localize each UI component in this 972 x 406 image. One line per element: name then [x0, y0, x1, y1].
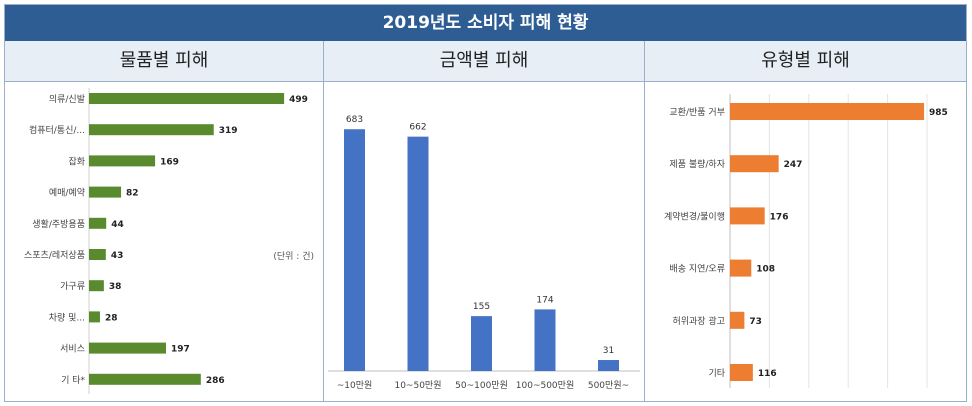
- category-label: 500만원~: [588, 380, 629, 391]
- value-label: 43: [111, 251, 124, 261]
- value-label: 169: [160, 157, 179, 167]
- report-title: 2019년도 소비자 피해 현황: [5, 5, 966, 41]
- bar: [89, 186, 122, 198]
- category-label: 계약변경/불이행: [664, 210, 725, 222]
- category-label: 서비스: [60, 344, 85, 355]
- value-label: 108: [756, 265, 775, 275]
- value-label: 319: [219, 126, 238, 136]
- category-label: 교환/반품 거부: [669, 106, 725, 118]
- category-label: 생활/주방용품: [32, 218, 85, 230]
- value-label: 499: [289, 95, 308, 105]
- column-divider: [323, 41, 324, 401]
- bar: [730, 311, 745, 329]
- bar: [471, 316, 492, 371]
- bar: [730, 103, 925, 120]
- bar: [730, 364, 753, 381]
- unit-note: (단위 : 건): [273, 251, 314, 262]
- bar: [89, 280, 104, 292]
- category-label: 10~50만원: [394, 380, 441, 391]
- value-label: 44: [111, 220, 124, 230]
- category-label: 차량 및...: [49, 311, 85, 323]
- report-frame: 2019년도 소비자 피해 현황 물품별 피해 금액별 피해 유형별 피해 의류…: [4, 4, 967, 402]
- amount-chart-panel: 683 ~10만원 662 10~50만원 155 50~100만원 174 100~500만…: [324, 82, 644, 400]
- value-label: 197: [171, 345, 190, 355]
- bar: [730, 259, 752, 277]
- header-by-type: 유형별 피해: [761, 50, 850, 71]
- bar: [344, 129, 365, 371]
- amount-damage-chart: 683 ~10만원 662 10~50만원 155 50~100만원 174 100~500만…: [328, 115, 640, 391]
- value-label: 155: [473, 302, 490, 312]
- category-label: 배송 지연/오류: [669, 264, 725, 275]
- value-label: 985: [929, 108, 948, 118]
- header-by-product: 물품별 피해: [119, 50, 209, 71]
- value-label: 73: [749, 317, 762, 327]
- value-label: 683: [346, 115, 363, 125]
- bar: [89, 249, 106, 260]
- header-row: 물품별 피해 금액별 피해 유형별 피해: [5, 41, 966, 82]
- bar: [89, 342, 167, 354]
- bar: [89, 311, 100, 323]
- bar: [89, 217, 107, 229]
- bar: [89, 93, 285, 104]
- header-by-amount: 금액별 피해: [439, 50, 529, 71]
- value-label: 31: [603, 346, 614, 356]
- category-label: 가구류: [60, 281, 85, 292]
- category-label: 예매/예약: [49, 187, 85, 199]
- type-chart-panel: 교환/반품 거부 985 제품 불량/하자 247 계약변경/불이행 176 배송 지연/오…: [645, 82, 966, 400]
- value-label: 82: [126, 189, 139, 199]
- category-label: 50~100만원: [455, 380, 508, 391]
- category-label: 컴퓨터/통신/...: [29, 124, 85, 136]
- category-label: 기 타*: [61, 375, 85, 386]
- bar: [89, 155, 156, 167]
- category-label: 제품 불량/하자: [669, 158, 725, 170]
- value-label: 176: [770, 212, 789, 222]
- category-label: 스포츠/레저상품: [24, 250, 85, 261]
- bar: [89, 124, 214, 136]
- value-label: 286: [206, 376, 225, 386]
- product-chart-panel: 의류/신발 499 컴퓨터/통신/... 319 잡화 169 예매/예약 82 생활/주방용품…: [5, 82, 323, 400]
- category-label: 잡화: [68, 155, 85, 167]
- category-label: ~10만원: [337, 380, 373, 391]
- product-damage-chart: 의류/신발 499 컴퓨터/통신/... 319 잡화 169 예매/예약 82 생활/주방용품…: [24, 88, 314, 394]
- bar: [89, 373, 201, 385]
- bar: [407, 136, 429, 371]
- value-label: 174: [536, 295, 553, 305]
- value-label: 662: [409, 123, 426, 133]
- bar: [730, 207, 765, 225]
- type-damage-chart: 교환/반품 거부 985 제품 불량/하자 247 계약변경/불이행 176 배송 지연/오…: [664, 94, 948, 388]
- bar: [598, 360, 619, 371]
- column-divider: [644, 41, 645, 401]
- category-label: 의류/신발: [49, 94, 85, 105]
- category-label: 100~500만원: [516, 380, 574, 391]
- bar: [534, 309, 556, 371]
- category-label: 허위과장 광고: [672, 315, 725, 327]
- value-label: 38: [109, 282, 122, 292]
- value-label: 28: [105, 313, 118, 323]
- value-label: 247: [784, 160, 803, 170]
- value-label: 116: [758, 369, 777, 379]
- bar: [730, 155, 779, 173]
- category-label: 기타: [708, 368, 725, 379]
